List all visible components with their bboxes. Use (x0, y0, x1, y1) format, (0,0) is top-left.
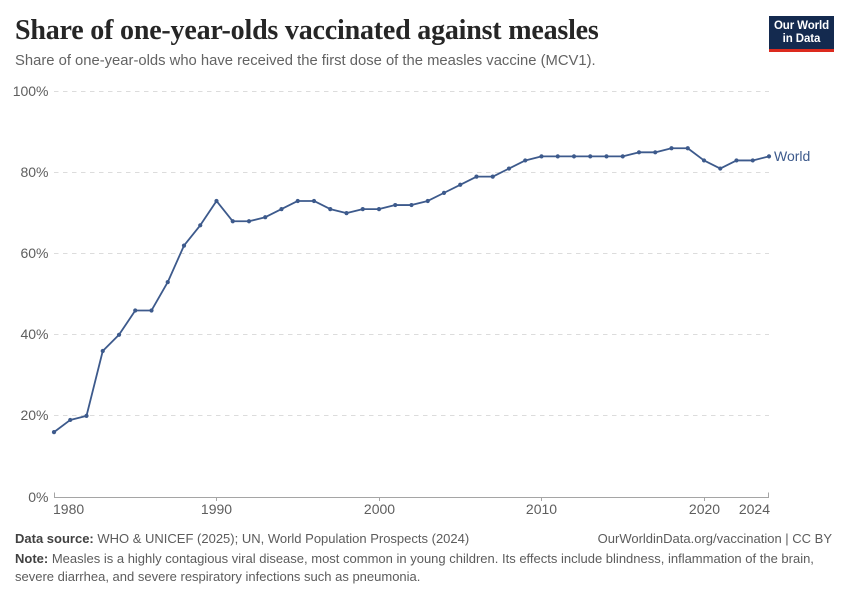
data-point[interactable] (360, 207, 365, 212)
data-point[interactable] (328, 207, 333, 212)
data-point[interactable] (409, 202, 414, 208)
x-tick-label: 2010 (526, 501, 557, 517)
data-point[interactable] (84, 413, 89, 418)
data-point[interactable] (685, 146, 690, 151)
owid-logo[interactable]: Our World in Data (769, 16, 834, 52)
owid-logo-line2: in Data (782, 32, 821, 45)
y-tick-label: 60% (20, 245, 48, 261)
data-point[interactable] (653, 150, 658, 155)
data-point[interactable] (230, 219, 235, 224)
axes (54, 492, 769, 501)
owid-link[interactable]: OurWorldinData.org/vaccination | CC BY (597, 530, 832, 546)
chart-subtitle: Share of one-year-olds who have received… (15, 52, 596, 69)
data-point[interactable] (51, 430, 57, 435)
data-point[interactable] (701, 158, 707, 163)
data-point[interactable] (393, 202, 398, 208)
data-point[interactable] (474, 174, 479, 179)
axis-labels: 0% 20% 40% 60% 80% 100% 1980 1990 2000 2010 2020 20… (13, 83, 771, 517)
y-tick-label: 20% (20, 407, 48, 423)
x-tick-label: 1990 (201, 501, 232, 517)
data-point[interactable] (734, 158, 739, 163)
data-source-line: Data source: WHO & UNICEF (2025); UN, Wo… (15, 530, 469, 548)
data-point[interactable] (555, 154, 560, 159)
y-tick-label: 0% (28, 489, 48, 505)
data-point[interactable] (376, 207, 382, 212)
note-line: Note: Measles is a highly contagious vir… (15, 550, 820, 585)
data-point[interactable] (604, 154, 609, 159)
data-point[interactable] (636, 150, 642, 155)
data-point[interactable] (766, 154, 772, 159)
gridlines (54, 91, 769, 416)
data-point[interactable] (523, 158, 528, 163)
chart-footer: Data source: WHO & UNICEF (2025); UN, Wo… (15, 530, 832, 586)
data-point[interactable] (149, 308, 154, 313)
series-line[interactable] (53, 147, 770, 434)
data-point[interactable] (100, 348, 105, 354)
data-point[interactable] (506, 166, 512, 171)
data-point[interactable] (669, 146, 674, 151)
data-point[interactable] (68, 417, 73, 423)
data-point[interactable] (718, 166, 723, 171)
data-point[interactable] (588, 154, 593, 159)
data-point[interactable] (311, 198, 317, 204)
data-source-label: Data source: (15, 530, 94, 546)
data-point[interactable] (133, 308, 138, 313)
data-point[interactable] (295, 198, 300, 204)
chart-title: Share of one-year-olds vaccinated agains… (15, 14, 599, 46)
data-point[interactable] (539, 154, 544, 159)
data-series[interactable]: World (51, 146, 810, 435)
owid-logo-line1: Our World (773, 20, 830, 33)
data-point[interactable] (165, 279, 170, 285)
data-point[interactable] (344, 211, 349, 216)
data-point[interactable] (246, 219, 252, 224)
note-text: Measles is a highly contagious viral dis… (15, 551, 814, 584)
x-tick-label: 2020 (689, 501, 720, 517)
data-source-text: WHO & UNICEF (2025); UN, World Populatio… (93, 530, 470, 546)
data-point[interactable] (425, 198, 430, 204)
y-tick-label: 40% (20, 326, 48, 342)
data-point[interactable] (620, 154, 625, 159)
data-point[interactable] (490, 174, 495, 179)
data-point[interactable] (279, 207, 284, 212)
series-label[interactable]: World (774, 148, 810, 164)
data-point[interactable] (198, 223, 203, 228)
note-label: Note: (15, 551, 49, 566)
x-tick-label: 1980 (53, 501, 84, 517)
data-point[interactable] (181, 243, 187, 248)
y-tick-label: 80% (20, 164, 48, 180)
data-point[interactable] (263, 215, 268, 220)
x-tick-label: 2000 (364, 501, 395, 517)
data-point[interactable] (441, 190, 447, 195)
data-point[interactable] (458, 182, 463, 187)
x-tick-label: 2024 (739, 501, 770, 517)
data-point[interactable] (750, 158, 755, 163)
y-tick-label: 100% (13, 83, 49, 99)
data-point[interactable] (116, 332, 122, 337)
data-point[interactable] (571, 154, 577, 159)
data-point[interactable] (214, 198, 219, 204)
